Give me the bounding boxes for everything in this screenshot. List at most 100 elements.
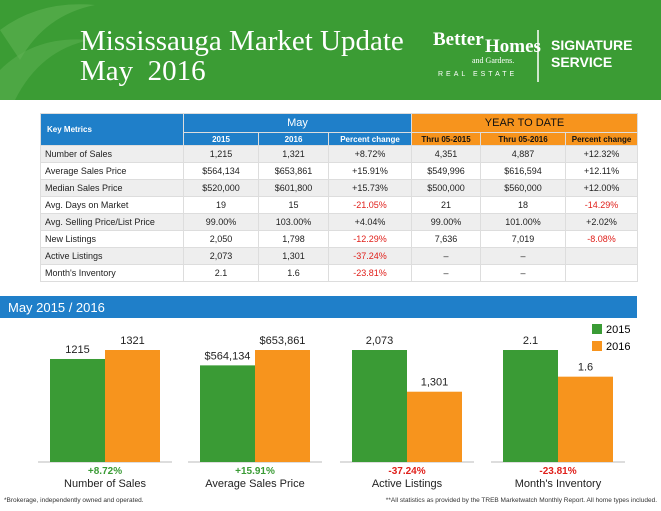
brand: and Gardens.	[472, 56, 514, 65]
table-row: Number of Sales 1,215 1,321 +8.72% 4,351 4,88…	[40, 145, 639, 163]
row-label: Average Sales Price	[40, 162, 184, 180]
table-row: Average Sales Price $564,134 $653,861 +15.9…	[40, 162, 639, 180]
bar	[352, 350, 407, 462]
table-row: Avg. Days on Market 19 15 -21.05% 21 18 -14.29…	[40, 196, 639, 214]
table-row: Key Metrics May YEAR TO DATE	[40, 113, 639, 146]
cell: +12.00%	[565, 179, 639, 197]
footnote: *Brokerage, independently owned and oper…	[4, 497, 144, 504]
column-header: Thru 05-2015	[411, 132, 482, 146]
value-label: $653,861	[260, 335, 306, 347]
service: SERVICE	[551, 54, 612, 70]
legend-label: 2016	[606, 341, 630, 353]
legend-swatch	[592, 341, 602, 351]
change-label: -37.24%	[388, 466, 425, 477]
change-label: +15.91%	[235, 466, 275, 477]
value-label: 1321	[120, 335, 144, 347]
row-label: Avg. Days on Market	[40, 196, 184, 214]
cell: 1,301	[258, 247, 329, 265]
group-header: May	[182, 113, 413, 133]
category-label: Active Listings	[372, 478, 443, 490]
value-label: 2.1	[523, 335, 538, 347]
cell: -12.29%	[327, 230, 413, 248]
footnote: **All statistics as provided by the TREB…	[385, 497, 657, 504]
cell: 1,321	[258, 145, 329, 163]
cell: 1,215	[183, 145, 259, 163]
bar	[200, 365, 255, 462]
cell: 7,636	[411, 230, 482, 248]
change-label: +8.72%	[88, 466, 122, 477]
cell: +15.73%	[327, 179, 413, 197]
cell: 21	[411, 196, 482, 214]
cell: –	[480, 264, 567, 282]
title: Mississauga Market Update	[80, 25, 404, 57]
cell: 19	[183, 196, 259, 214]
category-label: Average Sales Price	[205, 478, 304, 490]
cell: +8.72%	[327, 145, 413, 163]
brand: REAL ESTATE	[438, 71, 517, 78]
value-label: 1,301	[421, 377, 449, 389]
table-row: Median Sales Price $520,000 $601,800 +15.73…	[40, 179, 639, 197]
metrics-table: Key Metrics May YEAR TO DATE 2015 2016 Percen…	[40, 113, 639, 282]
cell: $549,996	[411, 162, 482, 180]
cell: 2,050	[183, 230, 259, 248]
cell: $560,000	[480, 179, 567, 197]
value-label: 1.6	[578, 362, 593, 374]
legend-swatch	[592, 324, 602, 334]
cell: 18	[480, 196, 567, 214]
column-header: Percent change	[565, 132, 639, 146]
table-row: Month's Inventory 2.1 1.6 -23.81% – –	[40, 264, 639, 282]
cell: 103.00%	[258, 213, 329, 231]
column-header: Percent change	[327, 132, 413, 146]
cell: 1,798	[258, 230, 329, 248]
table-row: Active Listings 2,073 1,301 -37.24% – –	[40, 247, 639, 265]
cell: +15.91%	[327, 162, 413, 180]
cell: -37.24%	[327, 247, 413, 265]
row-label: Number of Sales	[40, 145, 184, 163]
leaf	[0, 39, 90, 100]
cell: +12.11%	[565, 162, 639, 180]
cell: -8.08%	[565, 230, 639, 248]
table-row: Avg. Selling Price/List Price 99.00% 103.0…	[40, 213, 639, 231]
cell: +2.02%	[565, 213, 639, 231]
cell: 4,887	[480, 145, 567, 163]
chart-title-band	[0, 296, 637, 318]
cell: $653,861	[258, 162, 329, 180]
row-label: Month's Inventory	[40, 264, 184, 282]
cell: –	[480, 247, 567, 265]
header-band	[0, 0, 661, 100]
value-label: 1215	[65, 344, 89, 356]
footer: *Brokerage, independently owned and oper…	[4, 497, 657, 504]
cell: +4.04%	[327, 213, 413, 231]
cell: $520,000	[183, 179, 259, 197]
brand: Better	[433, 29, 484, 50]
column-header: 2016	[258, 132, 329, 146]
cell: 7,019	[480, 230, 567, 248]
cell: 99.00%	[411, 213, 482, 231]
cell: -14.29%	[565, 196, 639, 214]
cell: –	[411, 247, 482, 265]
leaf	[0, 4, 95, 60]
group-header: YEAR TO DATE	[411, 113, 639, 133]
change-label: -23.81%	[539, 466, 576, 477]
value-label: $564,134	[205, 350, 251, 362]
cell: –	[411, 264, 482, 282]
column-header: 2015	[183, 132, 259, 146]
bar	[255, 350, 310, 462]
header: Mississauga Market Update May 2016 Bette…	[0, 0, 661, 100]
row-label: Avg. Selling Price/List Price	[40, 213, 184, 231]
cell	[565, 264, 639, 282]
corner-header: Key Metrics	[40, 113, 184, 146]
row-label: New Listings	[40, 230, 184, 248]
bar	[105, 350, 160, 462]
category-label: Number of Sales	[64, 478, 146, 490]
chart: May 2015 / 2016 2015 2016 1215 1321 +8.72%Num…	[0, 296, 637, 490]
table-row: New Listings 2,050 1,798 -12.29% 7,636 7,019-…	[40, 230, 639, 248]
cell: $601,800	[258, 179, 329, 197]
cell	[565, 247, 639, 265]
cell: 2.1	[183, 264, 259, 282]
service: SIGNATURE	[551, 37, 632, 53]
legend-label: 2015	[606, 324, 630, 336]
cell: $564,134	[183, 162, 259, 180]
bar	[558, 376, 613, 462]
cell: 15	[258, 196, 329, 214]
